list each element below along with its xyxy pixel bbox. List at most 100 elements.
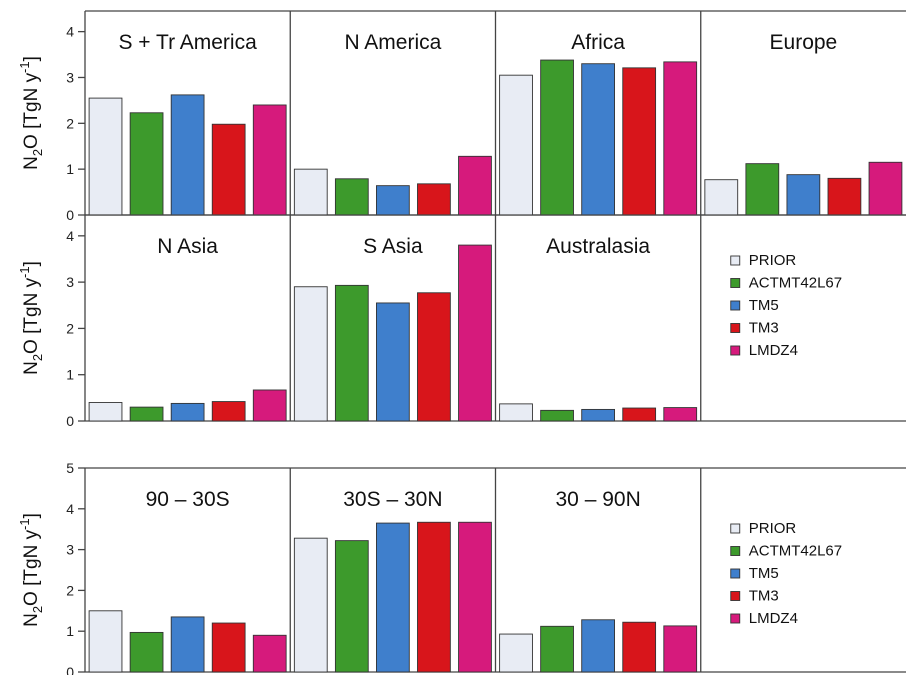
y-tick-label: 1 — [66, 623, 74, 639]
bar-tm3 — [211, 622, 246, 673]
y-tick-label: 0 — [66, 207, 74, 223]
bar-actmt42l67 — [334, 284, 369, 422]
panel-1-2: Australasia — [499, 235, 698, 422]
bar-prior — [88, 97, 123, 216]
y-tick-label: 2 — [66, 320, 74, 336]
bar-actmt42l67 — [540, 59, 574, 216]
bar-tm3 — [417, 521, 451, 673]
bar-tm5 — [581, 63, 615, 216]
bar-tm5 — [376, 185, 410, 216]
panel-0-2: Africa — [499, 31, 698, 216]
panel-title: 30 – 90N — [556, 488, 641, 511]
bar-lmdz4 — [252, 389, 287, 422]
y-tick-label: 4 — [66, 501, 74, 517]
y-tick-label: 3 — [66, 69, 74, 85]
panel-1-1: S Asia — [293, 235, 492, 422]
legend-swatch — [730, 568, 741, 579]
bar-actmt42l67 — [129, 112, 164, 216]
panel-title: S Asia — [363, 235, 423, 258]
bar-actmt42l67 — [129, 631, 164, 673]
panel-2-0: 90 – 30S — [88, 488, 287, 673]
y-tick-label: 0 — [66, 664, 74, 675]
y-tick-label: 2 — [66, 115, 74, 131]
panel-title: N Asia — [157, 235, 218, 258]
legend-label: LMDZ4 — [749, 610, 798, 627]
bar-tm3 — [417, 292, 451, 422]
panel-0-1: N America — [293, 31, 492, 216]
legend-label: PRIOR — [749, 520, 797, 537]
bar-tm3 — [622, 67, 657, 216]
bar-tm5 — [581, 619, 615, 673]
panel-title: 90 – 30S — [146, 488, 230, 511]
bar-tm5 — [376, 302, 410, 422]
bar-prior — [499, 74, 533, 216]
bar-tm3 — [622, 621, 657, 673]
bar-prior — [88, 402, 123, 422]
bar-actmt42l67 — [745, 163, 780, 216]
bar-tm5 — [170, 402, 205, 422]
y-tick-label: 3 — [66, 274, 74, 290]
legend-swatch — [730, 323, 741, 333]
bar-lmdz4 — [663, 61, 698, 216]
legend: PRIOR ACTMT42L67 TM5 TM3 LMDZ4 — [730, 252, 842, 359]
legend-swatch — [730, 523, 741, 534]
panel-title: 30S – 30N — [343, 488, 442, 511]
bar-tm3 — [417, 183, 451, 216]
bar-lmdz4 — [458, 155, 492, 216]
panel-title: N America — [344, 31, 441, 54]
y-tick-label: 3 — [66, 542, 74, 558]
bar-tm3 — [211, 123, 246, 216]
panel-title: Australasia — [546, 235, 650, 258]
bar-lmdz4 — [252, 104, 287, 216]
legend-swatch — [730, 278, 741, 288]
legend-swatch — [730, 591, 741, 601]
panel-title: Africa — [571, 31, 625, 54]
bar-prior — [293, 286, 328, 422]
bar-prior — [499, 403, 533, 422]
y-axis-label: N2O [TgN y-1] — [17, 261, 45, 375]
panel-1-0: N Asia — [88, 235, 287, 422]
bar-lmdz4 — [868, 161, 903, 216]
legend-label: TM3 — [749, 320, 779, 337]
bar-prior — [88, 610, 123, 673]
bar-tm5 — [170, 94, 205, 216]
bar-prior — [293, 168, 328, 216]
bar-prior — [293, 537, 328, 673]
legend-swatch — [730, 546, 741, 556]
panel-0-0: S + Tr America — [88, 31, 287, 216]
y-tick-label: 1 — [66, 367, 74, 383]
bar-prior — [704, 179, 739, 216]
y-tick-label: 0 — [66, 413, 74, 429]
bar-prior — [499, 633, 533, 673]
legend-label: TM5 — [749, 565, 779, 582]
y-axis-label: N2O [TgN y-1] — [17, 56, 45, 170]
bar-tm3 — [622, 407, 657, 422]
bar-tm5 — [170, 616, 205, 673]
bar-lmdz4 — [663, 407, 698, 422]
chart-row-3: 0 1 2 3 4 5 N2O [TgN y-1] 90 – 30S 30S – 30N 30 –… — [17, 460, 906, 675]
panel-0-3: Europe — [704, 31, 903, 216]
bar-actmt42l67 — [540, 625, 574, 673]
panel-title: S + Tr America — [118, 31, 257, 54]
bar-lmdz4 — [663, 625, 698, 673]
legend-swatch — [730, 613, 741, 624]
y-tick-label: 4 — [66, 228, 74, 244]
panel-2-1: 30S – 30N — [293, 488, 492, 673]
legend-swatch — [730, 255, 741, 266]
legend-label: ACTMT42L67 — [749, 275, 842, 292]
bar-tm5 — [376, 522, 410, 673]
bar-tm5 — [786, 174, 821, 216]
bar-actmt42l67 — [334, 540, 369, 673]
bar-actmt42l67 — [129, 406, 164, 422]
chart-row-2: 0 1 2 3 4 N2O [TgN y-1] N Asia S Asia Australasi… — [17, 214, 906, 429]
legend-label: PRIOR — [749, 252, 797, 269]
bar-tm5 — [581, 408, 615, 422]
legend-swatch — [730, 345, 741, 356]
y-axis-label: N2O [TgN y-1] — [17, 513, 45, 627]
legend-label: TM3 — [749, 588, 779, 605]
legend-label: TM5 — [749, 297, 779, 314]
y-tick-label: 5 — [66, 460, 74, 476]
legend: PRIOR ACTMT42L67 TM5 TM3 LMDZ4 — [730, 520, 842, 627]
y-tick-label: 4 — [66, 24, 74, 40]
